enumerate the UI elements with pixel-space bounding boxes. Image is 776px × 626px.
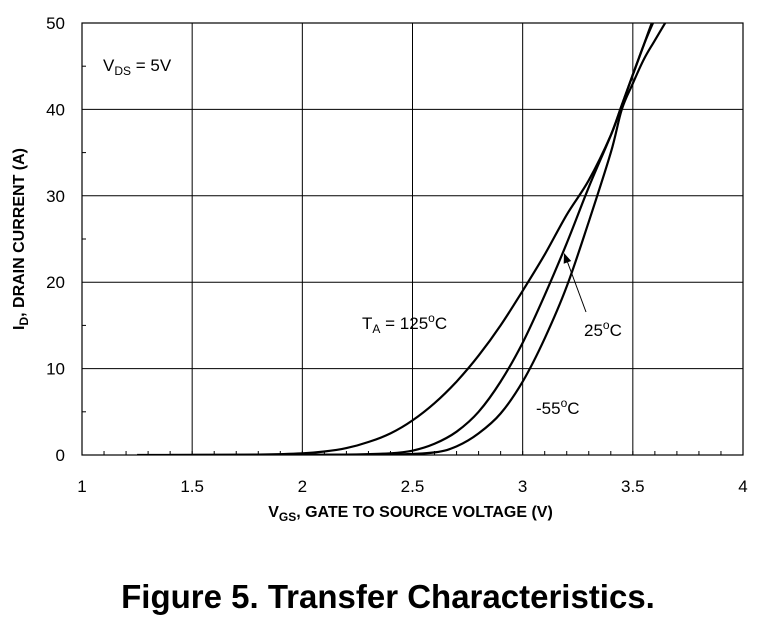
y-axis-title: ID, DRAIN CURRENT (A) [11,148,31,330]
series-label-25c: 25oC [584,318,622,340]
annotation-arrow [565,257,587,313]
y-tick-label: 10 [46,360,65,379]
series-label-minus55c: -55oC [536,396,580,418]
annotation-arrow-head [563,253,572,264]
tick-marks [82,65,722,455]
x-tick-label: 4 [738,477,747,496]
curve-minus55c [192,23,667,455]
x-tick-label: 2 [298,477,307,496]
x-axis-title: VGS, GATE TO SOURCE VOLTAGE (V) [268,504,553,524]
x-tick-label: 3 [518,477,527,496]
figure-caption: Figure 5. Transfer Characteristics. [121,578,655,615]
y-tick-label: 50 [46,14,65,33]
plot-frame [81,22,744,456]
y-tick-label: 30 [46,187,65,206]
y-tick-label: 20 [46,273,65,292]
curves [137,23,667,455]
x-tick-label: 3.5 [621,477,645,496]
x-tick-label: 2.5 [401,477,425,496]
x-tick-label: 1.5 [180,477,204,496]
grid [82,23,743,455]
y-tick-label: 0 [56,446,65,465]
vds-condition-label: VDS = 5V [103,56,172,78]
x-tick-label: 1 [77,477,86,496]
y-tick-label: 40 [46,100,65,119]
curve-125c [137,23,655,455]
series-label-125c: TA = 125oC [362,311,447,336]
